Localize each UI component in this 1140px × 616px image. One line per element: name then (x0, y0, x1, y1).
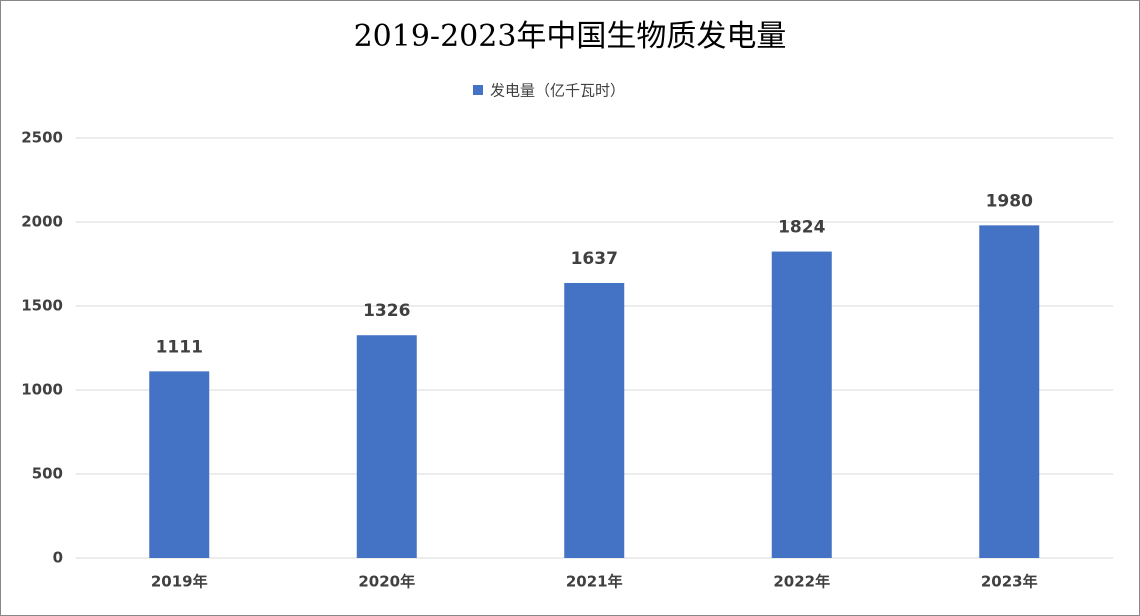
x-tick-label: 2021年 (566, 573, 623, 591)
y-tick-label: 2500 (21, 129, 63, 147)
bar (771, 251, 832, 558)
y-tick-label: 1500 (21, 297, 63, 315)
data-label: 1326 (363, 301, 410, 321)
chart-title: 2019-2023年中国生物质发电量 (354, 19, 787, 54)
legend-label: 发电量（亿千瓦时） (490, 82, 625, 100)
legend-swatch (473, 85, 483, 95)
data-label: 1980 (986, 191, 1033, 211)
x-tick-label: 2022年 (773, 573, 830, 591)
y-tick-label: 0 (53, 549, 63, 567)
bar (149, 371, 210, 558)
y-tick-label: 2000 (21, 213, 63, 231)
y-tick-label: 500 (32, 465, 63, 483)
bar (356, 335, 417, 558)
bar (979, 225, 1040, 559)
bar (564, 282, 625, 558)
data-label: 1637 (571, 249, 618, 269)
y-tick-label: 1000 (21, 381, 63, 399)
x-tick-label: 2023年 (981, 573, 1038, 591)
data-label: 1111 (156, 337, 203, 357)
data-label: 1824 (778, 218, 825, 238)
x-tick-label: 2020年 (358, 573, 415, 591)
x-tick-label: 2019年 (151, 573, 208, 591)
